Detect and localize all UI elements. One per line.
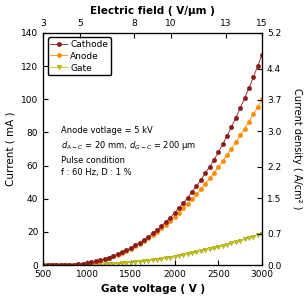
Cathode — [260, 53, 264, 56]
Anode — [107, 256, 111, 260]
Y-axis label: Current density ( A/cm² ): Current density ( A/cm² ) — [292, 88, 302, 210]
Anode — [186, 202, 189, 206]
Cathode — [111, 254, 115, 258]
Cathode — [41, 263, 45, 267]
Gate — [90, 263, 93, 266]
Cathode — [90, 260, 93, 264]
Gate — [199, 250, 203, 253]
Anode — [199, 188, 203, 191]
Cathode — [199, 178, 203, 182]
Gate — [260, 232, 264, 235]
Y-axis label: Current ( mA ): Current ( mA ) — [6, 112, 16, 186]
Gate — [256, 233, 260, 237]
Line: Gate: Gate — [41, 231, 264, 267]
Anode — [41, 263, 45, 267]
Anode — [111, 255, 115, 258]
Gate — [107, 262, 111, 266]
Anode — [260, 98, 264, 101]
Legend: Cathode, Anode, Gate: Cathode, Anode, Gate — [48, 38, 111, 75]
Line: Anode: Anode — [41, 97, 264, 267]
Cathode — [186, 196, 189, 200]
X-axis label: Gate voltage ( V ): Gate voltage ( V ) — [101, 284, 205, 294]
Anode — [256, 105, 260, 109]
Anode — [90, 261, 93, 264]
Text: Anode votlage = 5 kV
$d_{A-C}$ = 20 mm, $d_{G-C}$ = 200 μm
Pulse condition
f : 6: Anode votlage = 5 kV $d_{A-C}$ = 20 mm, … — [61, 126, 196, 177]
Line: Cathode: Cathode — [41, 52, 264, 267]
Gate — [111, 262, 115, 266]
Gate — [186, 253, 189, 256]
Cathode — [256, 64, 260, 68]
Cathode — [107, 256, 111, 260]
Gate — [41, 263, 45, 267]
X-axis label: Electric field ( V/μm ): Electric field ( V/μm ) — [90, 6, 215, 16]
